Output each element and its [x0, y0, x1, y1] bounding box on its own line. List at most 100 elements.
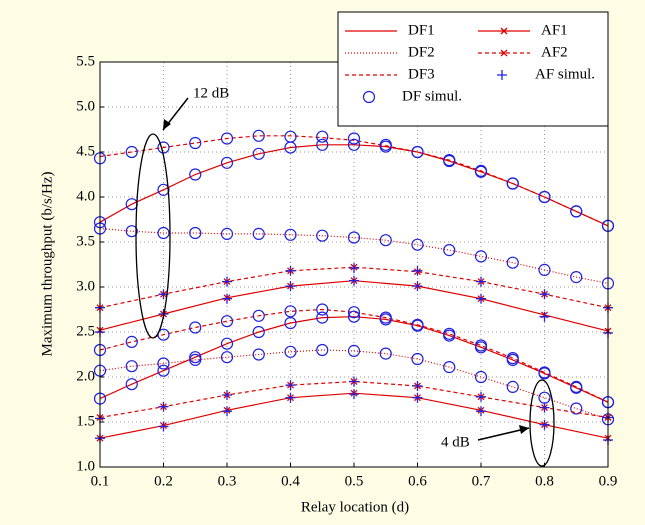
x-tick-label: 0.7 — [472, 473, 491, 489]
marker — [476, 391, 486, 402]
series-line — [99, 144, 609, 227]
marker — [474, 250, 488, 263]
marker — [252, 309, 265, 322]
y-tick-label: 2.0 — [76, 368, 95, 384]
y-tick-label: 5.0 — [76, 98, 95, 114]
marker — [347, 310, 361, 323]
y-tick-label: 3.0 — [76, 278, 95, 294]
marker — [347, 138, 361, 151]
arrow-head — [519, 425, 529, 434]
annotation-ellipse — [529, 379, 555, 467]
x-tick-label: 0.2 — [154, 473, 173, 489]
marker — [539, 289, 550, 300]
marker — [252, 348, 265, 361]
marker — [222, 293, 232, 304]
marker — [500, 27, 508, 35]
marker — [349, 263, 359, 274]
legend: DF1 DF2 DF3 DF simul. AF1 AF2 AF simul. — [337, 11, 609, 127]
marker — [316, 343, 329, 357]
marker — [443, 361, 456, 374]
y-axis-label: Maximum throughput (b/s/Hz) — [39, 172, 55, 357]
marker — [506, 380, 519, 393]
marker — [539, 402, 550, 413]
marker — [220, 337, 234, 350]
marker — [412, 265, 423, 276]
legend-label: DF simul. — [402, 88, 462, 104]
marker — [316, 229, 329, 242]
marker — [476, 293, 486, 304]
marker — [285, 265, 296, 276]
legend-label: DF2 — [408, 44, 435, 60]
series-line — [99, 308, 609, 403]
x-tick-label: 0.5 — [345, 473, 364, 489]
series-line — [99, 349, 609, 420]
marker — [539, 311, 550, 322]
series-line — [99, 316, 609, 403]
marker — [252, 129, 265, 142]
marker — [189, 321, 202, 334]
marker — [506, 256, 519, 269]
marker — [474, 370, 488, 384]
y-tick-label: 1.5 — [76, 413, 95, 429]
marker — [570, 271, 583, 284]
marker — [476, 276, 486, 287]
marker — [316, 130, 329, 143]
marker — [125, 225, 138, 238]
marker — [506, 177, 519, 190]
marker — [252, 325, 265, 339]
marker — [220, 351, 234, 364]
marker — [125, 145, 138, 159]
x-tick-label: 0.6 — [408, 473, 427, 489]
marker — [125, 360, 138, 373]
marker — [474, 339, 488, 352]
marker — [252, 227, 265, 240]
legend-label: AF simul. — [535, 66, 595, 82]
y-tick-label: 5.5 — [76, 53, 95, 69]
marker — [220, 227, 234, 240]
marker — [411, 145, 424, 159]
marker — [284, 228, 297, 241]
marker — [539, 419, 550, 430]
marker — [570, 380, 583, 393]
legend-label: DF1 — [408, 22, 435, 38]
marker — [220, 132, 234, 145]
marker — [189, 168, 202, 181]
marker — [189, 136, 202, 150]
x-tick-label: 0.8 — [535, 473, 554, 489]
marker — [316, 138, 329, 151]
marker — [379, 138, 392, 151]
x-axis-label: Relay location (d) — [301, 499, 409, 515]
marker — [222, 276, 232, 287]
marker — [157, 226, 170, 240]
marker — [412, 381, 423, 391]
marker — [538, 190, 551, 204]
marker — [349, 376, 359, 387]
x-tick-label: 0.4 — [281, 473, 300, 489]
marker — [443, 154, 456, 167]
legend-label: AF1 — [541, 22, 568, 38]
marker — [220, 156, 234, 169]
legend-label: AF2 — [541, 44, 568, 60]
annotation-ellipse — [135, 133, 171, 339]
marker — [349, 389, 359, 400]
y-tick-label: 1.0 — [76, 458, 95, 474]
marker — [222, 406, 232, 417]
series-line — [99, 227, 609, 284]
marker — [379, 347, 392, 360]
marker — [476, 406, 486, 417]
marker — [349, 275, 359, 286]
marker — [500, 49, 508, 57]
marker — [506, 352, 519, 365]
series-line — [99, 266, 609, 309]
marker — [443, 327, 456, 340]
marker — [285, 392, 296, 403]
marker — [158, 401, 169, 412]
marker — [412, 281, 423, 292]
marker — [538, 366, 551, 379]
marker — [189, 226, 202, 240]
marker — [222, 390, 232, 400]
arrow-head — [163, 119, 171, 130]
marker — [347, 344, 361, 357]
marker — [125, 335, 138, 348]
marker — [412, 392, 423, 403]
